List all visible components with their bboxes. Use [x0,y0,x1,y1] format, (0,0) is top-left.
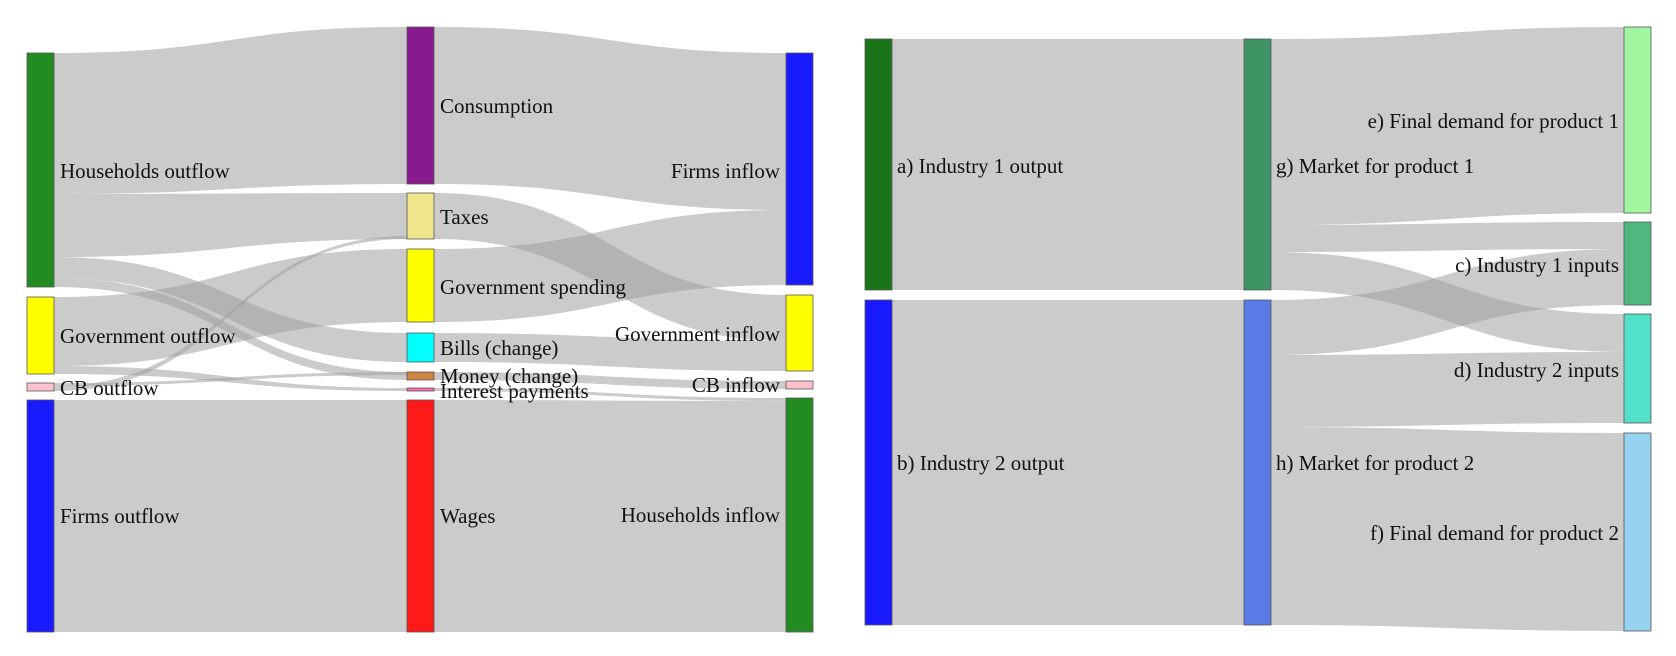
flow-market-product-2-to-industry-2-inputs [1271,352,1624,427]
node-label-industry-1-output: a) Industry 1 output [897,154,1063,178]
flow-households-outflow-to-consumption [54,27,407,194]
flow-government-outflow-to-government-spending [54,249,407,366]
node-label-industry-2-inputs: d) Industry 2 inputs [1454,358,1619,382]
node-label-industry-1-inputs: c) Industry 1 inputs [1455,253,1619,277]
node-market-product-1 [1243,38,1272,291]
node-cb-outflow [26,382,55,392]
node-label-government-spending: Government spending [440,275,627,299]
node-label-bills-change: Bills (change) [440,336,558,360]
node-label-interest-payments: Interest payments [440,379,589,403]
node-bills-change [406,332,435,363]
flow-industry-1-output-to-market-product-1 [892,39,1244,290]
node-label-households-outflow: Households outflow [60,159,231,183]
node-households-inflow [785,397,814,633]
flow-consumption-to-firms-inflow [434,27,786,210]
flows-layer [54,27,1624,632]
labels-layer: Households outflow Government outflow CB o… [60,94,1619,545]
node-wages [406,399,435,633]
node-cb-inflow [785,380,814,390]
node-firms-inflow [785,52,814,286]
node-label-market-product-1: g) Market for product 1 [1276,154,1474,178]
flow-bills-change-to-government-inflow [434,333,786,371]
node-interest-payments [406,387,435,392]
flow-market-product-2-to-industry-1-inputs [1271,249,1624,355]
node-label-market-product-2: h) Market for product 2 [1276,451,1474,475]
flow-cb-outflow-to-money-change [54,372,407,386]
node-label-cb-outflow: CB outflow [60,376,159,400]
flow-cb-outflow-to-taxes [54,236,407,391]
flow-households-outflow-to-taxes [54,193,407,257]
node-label-households-inflow: Households inflow [621,503,781,527]
node-label-consumption: Consumption [440,94,554,118]
node-label-cb-inflow: CB inflow [692,373,781,397]
node-label-wages: Wages [440,504,495,528]
node-industry-2-inputs [1623,313,1652,424]
flow-government-spending-to-firms-inflow [434,210,786,322]
node-industry-1-output [864,38,893,291]
node-final-demand-1 [1623,26,1652,214]
node-market-product-2 [1243,299,1272,626]
flow-firms-outflow-to-wages [54,400,407,632]
flow-interest-payments-to-households-inflow [434,388,786,401]
node-label-firms-outflow: Firms outflow [60,504,180,528]
flow-money-change-to-cb-inflow [434,372,786,389]
node-label-industry-2-output: b) Industry 2 output [897,451,1065,475]
node-taxes [406,192,435,240]
node-label-firms-inflow: Firms inflow [671,159,781,183]
node-households-outflow [26,52,55,288]
nodes-layer [26,26,1652,633]
node-label-money-change: Money (change) [440,364,578,388]
node-consumption [406,26,435,185]
flow-market-product-2-to-final-demand-2 [1271,427,1624,631]
flow-industry-2-output-to-market-product-2 [892,300,1244,625]
node-final-demand-2 [1623,432,1652,632]
flow-market-product-1-to-final-demand-1 [1271,27,1624,225]
node-government-outflow [26,296,55,375]
node-label-final-demand-2: f) Final demand for product 2 [1370,521,1619,545]
node-label-taxes: Taxes [440,205,489,229]
node-label-final-demand-1: e) Final demand for product 1 [1368,109,1619,133]
flow-wages-to-households-inflow [434,400,786,632]
node-money-change [406,371,435,381]
node-government-inflow [785,294,814,372]
node-firms-outflow [26,399,55,633]
node-industry-1-inputs [1623,221,1652,306]
node-label-government-inflow: Government inflow [615,322,781,346]
flow-market-product-1-to-industry-1-inputs [1271,222,1624,252]
node-label-government-outflow: Government outflow [60,324,236,348]
node-government-spending [406,248,435,323]
node-industry-2-output [864,299,893,626]
